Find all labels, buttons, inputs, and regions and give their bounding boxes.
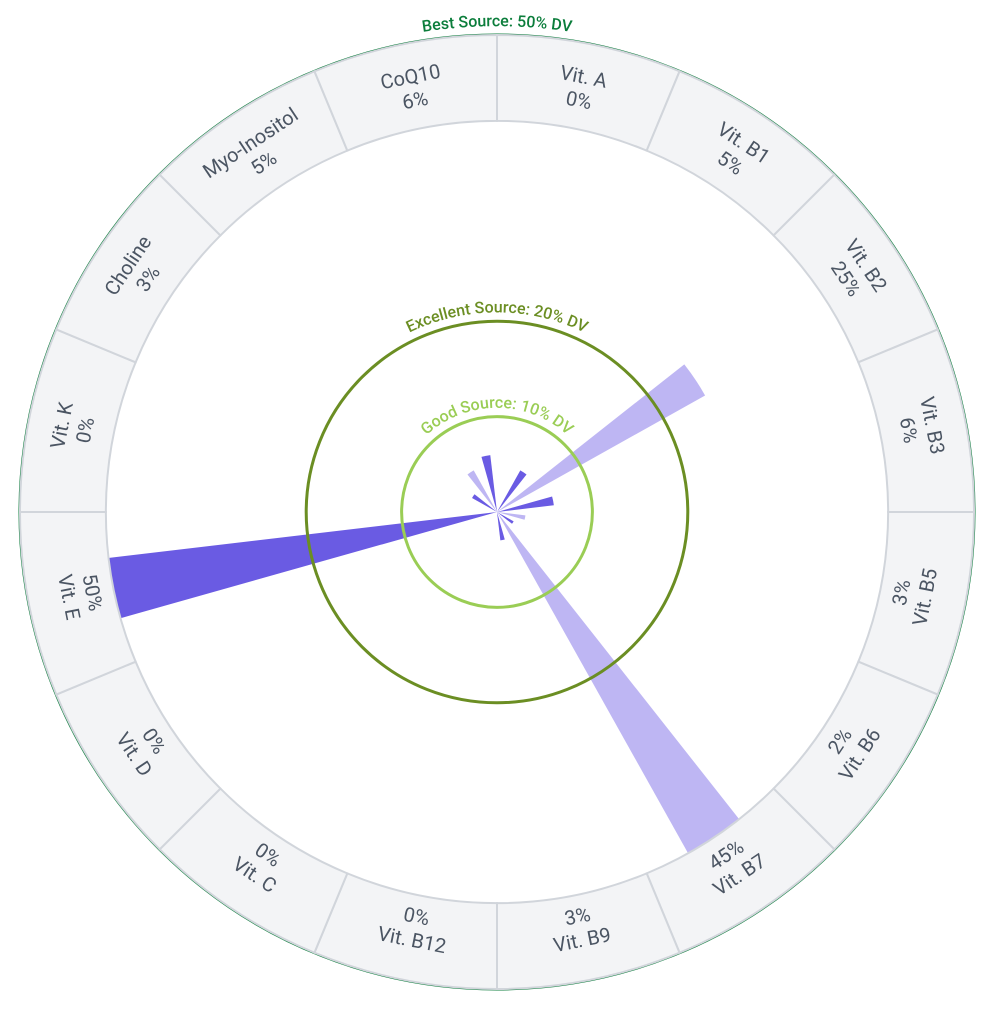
chart-svg: Good Source: 10% DVExcellent Source: 20%… — [0, 0, 994, 1024]
ring-label-50: Best Source: 50% DV — [421, 11, 574, 36]
ring-20 — [306, 321, 688, 703]
ring-label-20: Excellent Source: 20% DV — [403, 297, 592, 336]
vitamin-polar-chart: Good Source: 10% DVExcellent Source: 20%… — [0, 0, 994, 1024]
